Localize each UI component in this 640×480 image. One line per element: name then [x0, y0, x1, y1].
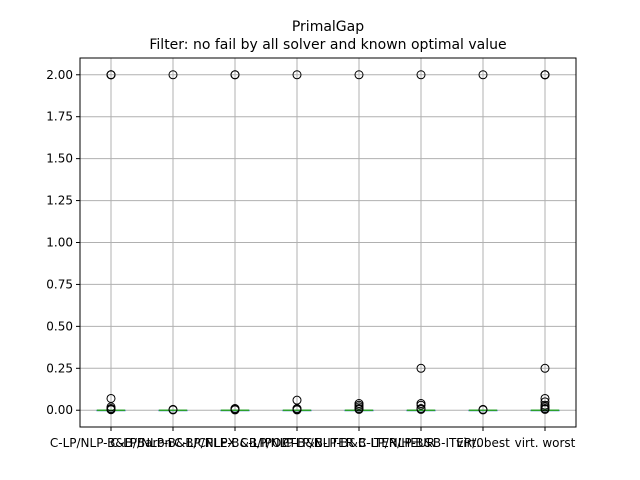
chart-subtitle: Filter: no fail by all solver and known …	[149, 37, 506, 53]
flier-point	[292, 405, 302, 415]
y-tick-label: 0.00	[46, 403, 73, 417]
x-tick-label: virt. best	[456, 436, 510, 450]
chart-title: PrimalGap	[292, 19, 364, 35]
y-tick-label: 1.50	[46, 152, 73, 166]
flier-point	[478, 405, 488, 415]
flier-point	[416, 363, 426, 373]
x-tick-label: C-LP/NLP-B&B-ITER/HEUR	[283, 436, 435, 450]
y-tick-label: 1.00	[46, 236, 73, 250]
flier-point	[478, 70, 488, 80]
grid	[80, 58, 576, 427]
x-tick-label: C-LP/NLP-B&B-ITER/0	[358, 436, 484, 450]
x-tick-label: virt. worst	[515, 436, 576, 450]
flier-point	[540, 70, 550, 80]
flier-point	[292, 70, 302, 80]
flier-point	[230, 70, 240, 80]
y-tick-label: 0.50	[46, 319, 73, 333]
flier-point	[540, 363, 550, 373]
flier-point	[168, 70, 178, 80]
axes: 0.00 0.25 0.50 0.75 1.00 1.25 1.50 1.75 2.00 C-LP…	[46, 68, 575, 450]
flier-point	[354, 404, 364, 414]
y-tick-label: 1.75	[46, 110, 73, 124]
flier-point	[416, 400, 426, 410]
y-tick-label: 0.25	[46, 361, 73, 375]
x-tick-label: C-LP/NLP-B&B/CPLEX	[110, 436, 235, 450]
flier-point	[168, 405, 178, 415]
flier-point	[416, 70, 426, 80]
x-tick-label: C-LP/NLP-B&B/Baron	[50, 436, 172, 450]
y-tick-label: 1.25	[46, 194, 73, 208]
x-tick-label: C-LP/NLP-B&B-ITER	[240, 436, 354, 450]
flier-point	[540, 404, 550, 414]
flier-layer	[106, 70, 550, 415]
flier-point	[416, 404, 426, 414]
y-tick-label: 0.75	[46, 277, 73, 291]
y-tick-label: 2.00	[46, 68, 73, 82]
flier-point	[106, 405, 116, 415]
flier-point	[354, 70, 364, 80]
flier-point	[106, 70, 116, 80]
flier-point	[230, 405, 240, 415]
x-tick-label: C-LP/NLP-B&B/IPOPT	[174, 436, 297, 450]
